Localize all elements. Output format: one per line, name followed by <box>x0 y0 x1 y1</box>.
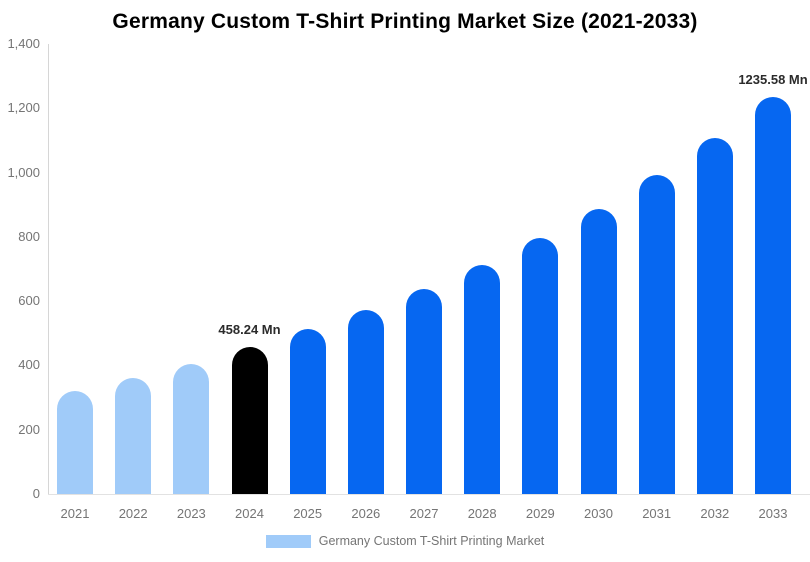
bar-2031[interactable] <box>638 175 675 494</box>
bar-2029[interactable] <box>522 238 559 494</box>
legend[interactable]: Germany Custom T-Shirt Printing Market <box>0 534 810 548</box>
x-axis-tick-label: 2024 <box>235 506 264 521</box>
x-axis-line <box>48 494 810 495</box>
chart-title: Germany Custom T-Shirt Printing Market S… <box>112 10 698 33</box>
y-axis-tick-label: 200 <box>18 421 40 437</box>
x-axis-tick-label: 2031 <box>642 506 672 521</box>
bar-2025[interactable] <box>289 329 326 494</box>
legend-swatch-icon <box>265 534 311 548</box>
bar-2023[interactable] <box>173 364 210 494</box>
x-axis-tick-label: 2032 <box>700 506 730 521</box>
x-axis-tick-label: 2022 <box>118 506 148 521</box>
bar-2027[interactable] <box>406 288 442 494</box>
y-axis-tick-label: 400 <box>18 357 40 373</box>
y-axis-tick-label: 1,400 <box>7 36 40 51</box>
bar-2021[interactable] <box>57 390 93 494</box>
x-axis-tick-label: 2028 <box>467 506 497 521</box>
y-axis-line <box>48 44 49 494</box>
legend-label: Germany Custom T-Shirt Printing Market <box>318 534 545 548</box>
y-axis-tick-label: 1,200 <box>7 100 40 116</box>
y-axis-tick-label: 600 <box>18 293 40 309</box>
x-axis-tick-label: 2023 <box>176 506 206 521</box>
bar-2022[interactable] <box>115 377 152 494</box>
x-axis-tick-label: 2029 <box>525 506 555 521</box>
bar-2032[interactable] <box>696 138 733 494</box>
x-axis-tick-label: 2025 <box>293 506 323 521</box>
bar-2024[interactable] <box>231 346 268 494</box>
x-axis-tick-label: 2027 <box>409 506 439 521</box>
bar-2026[interactable] <box>347 310 384 494</box>
y-axis-tick-label: 800 <box>18 228 40 244</box>
bar-2030[interactable] <box>580 208 617 494</box>
x-axis-tick-label: 2033 <box>758 506 788 521</box>
bar-2028[interactable] <box>464 265 501 494</box>
data-label-2024: 458.24 Mn <box>218 321 281 337</box>
x-axis-tick-label: 2030 <box>584 506 613 521</box>
x-axis-tick-label: 2021 <box>60 506 90 521</box>
bar-2033[interactable] <box>755 96 791 494</box>
y-axis-tick-label: 1,000 <box>7 164 40 180</box>
y-axis-tick-label: 0 <box>32 486 40 501</box>
x-axis-tick-label: 2026 <box>351 506 381 521</box>
data-label-2033: 1235.58 Mn <box>738 71 808 87</box>
